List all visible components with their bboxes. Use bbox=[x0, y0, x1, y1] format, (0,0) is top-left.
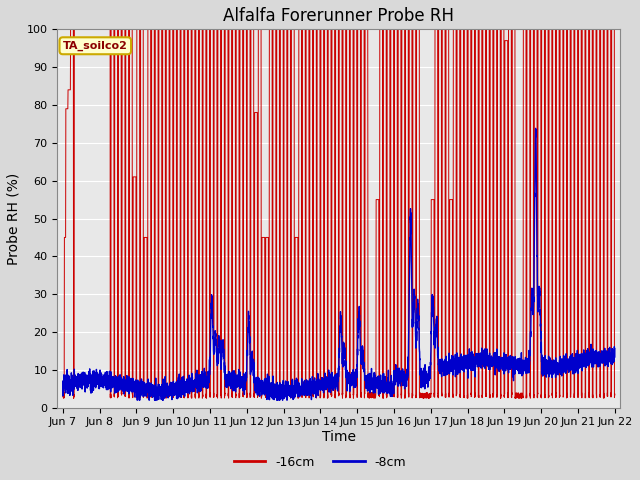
Text: TA_soilco2: TA_soilco2 bbox=[63, 41, 128, 51]
Legend: -16cm, -8cm: -16cm, -8cm bbox=[229, 451, 411, 474]
X-axis label: Time: Time bbox=[322, 430, 356, 444]
Y-axis label: Probe RH (%): Probe RH (%) bbox=[7, 172, 21, 264]
Title: Alfalfa Forerunner Probe RH: Alfalfa Forerunner Probe RH bbox=[223, 7, 454, 25]
